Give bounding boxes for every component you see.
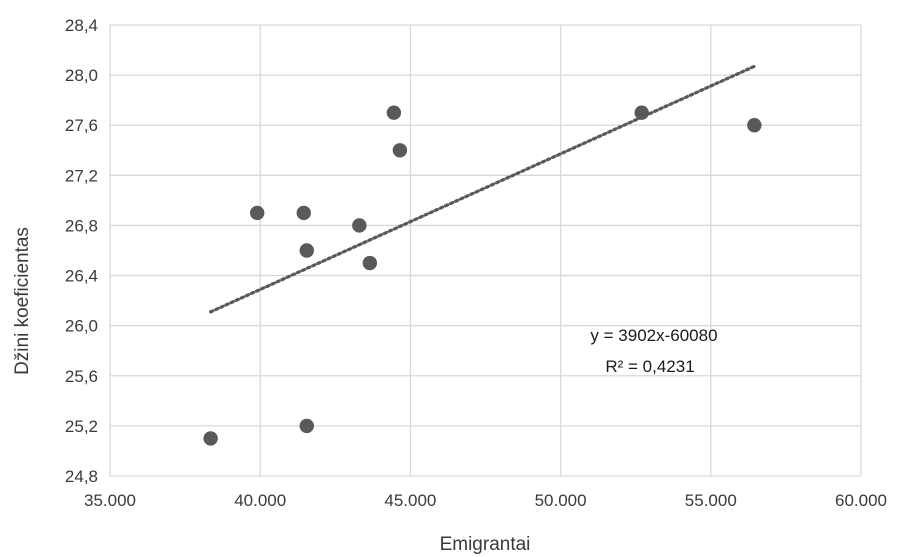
- trendline-equation: y = 3902x-60080: [590, 326, 717, 345]
- y-tick-label: 25,6: [65, 367, 98, 386]
- data-point: [249, 205, 265, 221]
- data-point: [392, 143, 408, 158]
- trendline: [209, 64, 756, 314]
- x-axis-title: Emigrantai: [440, 534, 531, 555]
- data-point: [203, 431, 218, 446]
- data-point: [362, 255, 378, 271]
- gridlines: [109, 24, 862, 477]
- trendline-group: [209, 64, 756, 314]
- data-point: [296, 205, 311, 221]
- x-tick-label: 45.000: [384, 491, 436, 510]
- y-tick-label: 26,0: [65, 317, 98, 336]
- x-tick-labels: 35.000 40.000 45.000 50.000 55.000 60.000: [84, 491, 887, 510]
- data-points: [203, 105, 762, 446]
- y-tick-labels: 24,8 25,2 25,6 26,0 26,4 26,8 27,2 27,6 28,0 28,4: [65, 16, 98, 486]
- y-tick-label: 28,4: [65, 16, 98, 35]
- y-axis-title: Džini koeficientas: [12, 227, 33, 375]
- data-point: [352, 218, 367, 233]
- y-tick-label: 26,4: [65, 267, 98, 286]
- x-tick-label: 55.000: [685, 491, 737, 510]
- x-tick-label: 50.000: [535, 491, 587, 510]
- y-tick-label: 26,8: [65, 216, 98, 235]
- data-point: [634, 105, 649, 120]
- x-tick-label: 60.000: [835, 491, 887, 510]
- x-tick-label: 35.000: [84, 491, 136, 510]
- data-point: [299, 418, 314, 434]
- r-squared-label: R² = 0,4231: [605, 357, 694, 376]
- y-tick-label: 25,2: [65, 417, 98, 436]
- y-tick-label: 24,8: [65, 467, 98, 486]
- data-point: [747, 118, 762, 133]
- y-tick-label: 27,2: [65, 166, 98, 185]
- x-tick-label: 40.000: [234, 491, 286, 510]
- data-point: [299, 243, 314, 258]
- y-tick-label: 28,0: [65, 66, 98, 85]
- data-point: [386, 105, 402, 120]
- y-tick-label: 27,6: [65, 116, 98, 135]
